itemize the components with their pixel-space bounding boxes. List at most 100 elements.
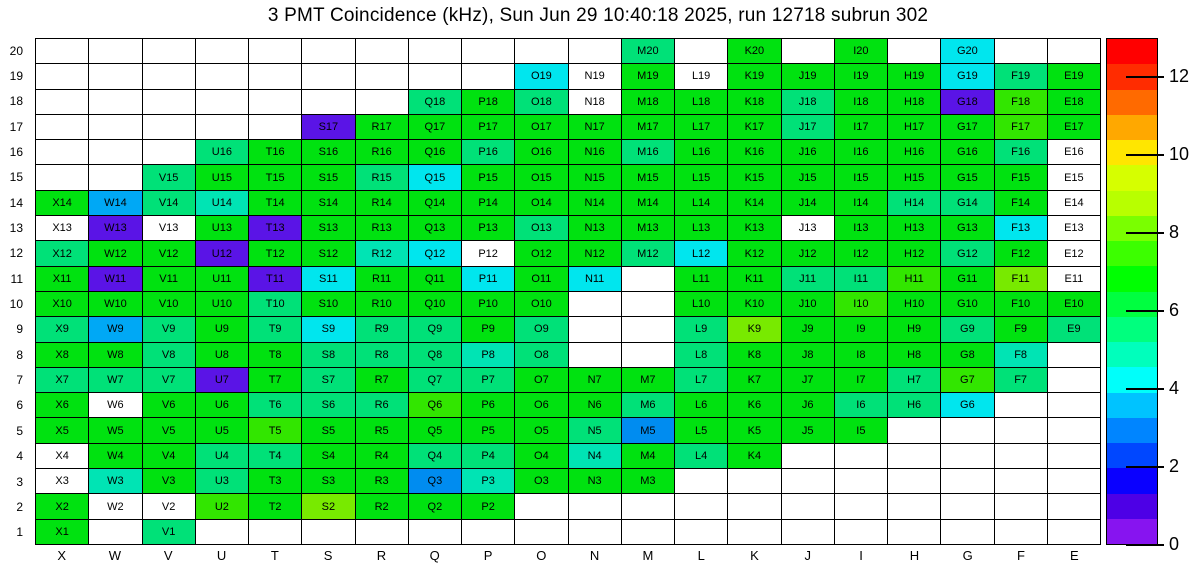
- grid-cell: O6: [514, 392, 568, 418]
- grid-cell: Q7: [407, 366, 461, 393]
- grid-cell: M16: [620, 139, 674, 165]
- grid-cell: U2: [194, 493, 248, 519]
- grid-cell: [35, 164, 89, 190]
- grid-cell: [780, 38, 834, 64]
- grid-cell: [88, 63, 142, 89]
- grid-cell: N13: [567, 215, 621, 241]
- grid-cell: X3: [35, 468, 89, 494]
- grid-cell: J15: [780, 164, 834, 190]
- colorbar-tick-label: 0: [1169, 534, 1180, 555]
- grid-cell: [194, 113, 248, 140]
- colorbar-segment: [1107, 39, 1157, 65]
- x-axis-label: V: [163, 548, 173, 563]
- grid-cell: G14: [940, 189, 994, 216]
- grid-cell: [887, 38, 941, 64]
- grid-cell: [993, 38, 1047, 64]
- grid-cell: X7: [35, 366, 89, 393]
- grid-cell: S14: [301, 189, 355, 216]
- grid-cell: G12: [940, 240, 994, 266]
- grid-cell: F11: [993, 265, 1047, 291]
- grid-cell: [35, 139, 89, 165]
- grid-cell: W4: [88, 442, 142, 469]
- grid-cell: X12: [35, 240, 89, 266]
- grid-cell: [35, 38, 89, 64]
- grid-cell: X10: [35, 290, 89, 317]
- grid-cell: [88, 113, 142, 140]
- grid-cell: I15: [833, 164, 887, 190]
- grid-cell: S5: [301, 417, 355, 443]
- grid-cell: [1046, 417, 1100, 443]
- grid-cell: H17: [887, 113, 941, 140]
- x-axis-label: W: [108, 548, 122, 563]
- grid-cell: H19: [887, 63, 941, 89]
- grid-cell: [1046, 38, 1100, 64]
- grid-cell: [1046, 366, 1100, 393]
- grid-cell: V15: [141, 164, 195, 190]
- grid-cell: I6: [833, 392, 887, 418]
- grid-cell: U7: [194, 366, 248, 393]
- grid-cell: L11: [674, 265, 728, 291]
- grid-cell: E18: [1046, 88, 1100, 114]
- colorbar-tick-line: [1126, 232, 1164, 234]
- grid-cell: L7: [674, 366, 728, 393]
- grid-cell: X4: [35, 442, 89, 469]
- grid-cell: J18: [780, 88, 834, 114]
- grid-cell: [88, 88, 142, 114]
- grid-cell: P17: [461, 113, 515, 140]
- grid-cell: K11: [727, 265, 781, 291]
- grid-cell: K15: [727, 164, 781, 190]
- grid-cell: F13: [993, 215, 1047, 241]
- grid-cell: K20: [727, 38, 781, 64]
- grid-cell: M14: [620, 189, 674, 216]
- grid-cell: E9: [1046, 316, 1100, 342]
- grid-cell: [567, 518, 621, 544]
- x-axis-label: U: [216, 548, 227, 563]
- grid-cell: P12: [461, 240, 515, 266]
- grid-cell: [194, 518, 248, 544]
- grid-cell: G6: [940, 392, 994, 418]
- grid-cell: P15: [461, 164, 515, 190]
- grid-cell: L10: [674, 290, 728, 317]
- x-axis-label: G: [962, 548, 973, 563]
- grid-cell: [833, 493, 887, 519]
- grid-cell: U8: [194, 341, 248, 367]
- grid-cell: [620, 341, 674, 367]
- grid-cell: Q14: [407, 189, 461, 216]
- grid-cell: G19: [940, 63, 994, 89]
- grid-cell: S3: [301, 468, 355, 494]
- y-axis-label: 7: [16, 373, 23, 388]
- grid-cell: [993, 468, 1047, 494]
- grid-cell: F19: [993, 63, 1047, 89]
- grid-cell: L14: [674, 189, 728, 216]
- grid-cell: R6: [354, 392, 408, 418]
- grid-cell: [407, 63, 461, 89]
- grid-cell: O5: [514, 417, 568, 443]
- grid-cell: V14: [141, 189, 195, 216]
- grid-cell: M13: [620, 215, 674, 241]
- grid-cell: L15: [674, 164, 728, 190]
- grid-cell: I9: [833, 316, 887, 342]
- x-axis-label: L: [697, 548, 705, 563]
- grid-cell: L5: [674, 417, 728, 443]
- grid-cell: [567, 38, 621, 64]
- grid-cell: W9: [88, 316, 142, 342]
- grid-cell: Q2: [407, 493, 461, 519]
- y-axis-label: 9: [16, 322, 23, 337]
- colorbar-tick-label: 6: [1169, 300, 1180, 321]
- grid-cell: M4: [620, 442, 674, 469]
- grid-cell: Q4: [407, 442, 461, 469]
- grid-cell: L16: [674, 139, 728, 165]
- grid-cell: T6: [248, 392, 302, 418]
- grid-cell: [833, 518, 887, 544]
- y-axis-label: 13: [9, 221, 23, 236]
- grid-cell: L13: [674, 215, 728, 241]
- grid-cell: [887, 468, 941, 494]
- grid-cell: V9: [141, 316, 195, 342]
- grid-cell: T16: [248, 139, 302, 165]
- grid-cell: W2: [88, 493, 142, 519]
- grid-cell: [1046, 518, 1100, 544]
- grid-cell: S6: [301, 392, 355, 418]
- grid-cell: J5: [780, 417, 834, 443]
- y-axis-label: 18: [9, 94, 23, 109]
- grid-cell: [141, 88, 195, 114]
